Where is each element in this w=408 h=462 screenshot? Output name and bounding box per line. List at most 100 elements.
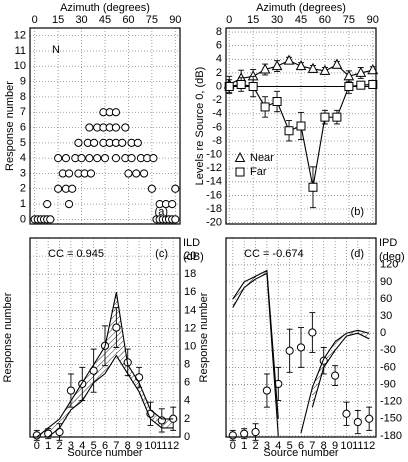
point <box>285 346 294 355</box>
x-tick-label: 0 <box>230 440 236 452</box>
annotation: CC = -0.674 <box>244 248 304 260</box>
point <box>271 60 283 71</box>
y-tick-label: -16 <box>206 189 222 201</box>
y2-axis-label: (dB) <box>183 251 204 263</box>
point <box>236 79 246 89</box>
y-tick-label: 5 <box>20 137 26 149</box>
y2-tick-label: 4 <box>184 395 190 407</box>
y-tick-label: -2 <box>212 94 222 106</box>
y2-tick-label: 2 <box>184 413 190 425</box>
point <box>118 138 127 147</box>
point <box>111 154 121 163</box>
x-tick-label: 2 <box>252 440 258 452</box>
point <box>134 373 144 382</box>
point <box>61 154 71 163</box>
point <box>332 112 342 122</box>
y-tick-label: 2 <box>216 67 222 79</box>
x-tick-label: 45 <box>295 14 307 26</box>
x-tick-label: 5 <box>287 440 293 452</box>
y-tick-label: 4 <box>20 152 26 164</box>
x-tick-label: 7 <box>309 440 315 452</box>
x-axis-label: Azimuth (degrees) <box>60 2 150 14</box>
point <box>86 169 96 178</box>
point <box>112 323 121 332</box>
point <box>272 97 282 106</box>
point <box>139 169 149 178</box>
y-tick-label: 2 <box>20 183 26 195</box>
point <box>365 414 374 423</box>
point <box>111 108 121 117</box>
point <box>260 102 270 112</box>
y-tick-label: 4 <box>216 53 222 65</box>
y2-tick-label: 0 <box>184 431 190 443</box>
x-tick-label: 75 <box>146 14 158 26</box>
point <box>147 184 156 193</box>
x-tick-label: 30 <box>271 14 283 26</box>
point <box>77 154 86 163</box>
y-tick-label: -12 <box>206 162 222 174</box>
series-line <box>232 272 370 436</box>
x-tick-label: 11 <box>156 440 167 452</box>
point <box>85 154 94 163</box>
x-tick-label: 6 <box>298 440 304 452</box>
y-tick-label: 0 <box>20 213 26 225</box>
point <box>248 82 258 92</box>
y2-tick-label: 6 <box>184 377 190 389</box>
plot-frame <box>29 237 181 438</box>
x-tick-label: 0 <box>226 14 232 26</box>
y-axis-label: Response number <box>2 292 14 382</box>
point <box>93 154 102 163</box>
point <box>54 184 63 193</box>
point <box>121 123 130 132</box>
point <box>168 199 177 209</box>
x-tick-label: 12 <box>167 440 179 452</box>
y2-axis-label: IPD <box>379 237 397 249</box>
x-tick-label: 1 <box>241 440 247 452</box>
y2-tick-label: -150 <box>380 413 402 425</box>
y-tick-label: 3 <box>20 167 26 179</box>
x-tick-label: 90 <box>367 14 379 26</box>
y2-tick-label: -180 <box>380 430 402 442</box>
y-tick-label: -6 <box>212 121 222 133</box>
point <box>262 386 272 395</box>
point <box>171 184 180 193</box>
point <box>100 154 110 163</box>
y-tick-label: 12 <box>14 30 26 42</box>
point <box>127 154 136 163</box>
x-axis-label: Source number <box>67 447 143 459</box>
x-tick-label: 2 <box>56 440 62 452</box>
point <box>54 154 63 163</box>
x-tick-label: 90 <box>169 14 181 26</box>
y-tick-label: 6 <box>20 121 26 133</box>
y-tick-label: 8 <box>20 91 26 103</box>
x-tick-label: 0 <box>34 440 40 452</box>
point <box>46 215 55 224</box>
y2-tick-label: 16 <box>184 286 196 298</box>
y2-axis-label: (deg) <box>379 251 405 263</box>
series-line <box>36 354 174 438</box>
x-tick-label: 5 <box>91 440 97 452</box>
y-tick-label: -18 <box>206 203 222 215</box>
point <box>240 429 249 438</box>
x-tick-label: 8 <box>321 440 327 452</box>
x-tick-label: 9 <box>332 440 338 452</box>
point <box>64 199 74 209</box>
y2-tick-label: 60 <box>380 293 392 305</box>
x-tick-label: 15 <box>247 14 259 26</box>
y2-tick-label: 10 <box>184 340 196 352</box>
x-tick-label: 60 <box>319 14 331 26</box>
y2-axis-label: ILD <box>183 237 200 249</box>
x-tick-label: 10 <box>144 440 156 452</box>
point <box>64 169 74 178</box>
y-axis-label: Response number <box>198 292 210 382</box>
y2-tick-label: 12 <box>184 322 196 334</box>
point <box>68 184 77 193</box>
y-tick-label: -14 <box>206 176 222 188</box>
point <box>284 126 294 136</box>
point <box>44 429 53 438</box>
point <box>259 63 271 74</box>
x-tick-label: 7 <box>113 440 119 452</box>
x-tick-label: 8 <box>125 440 131 452</box>
point <box>356 80 366 90</box>
point <box>251 427 260 437</box>
